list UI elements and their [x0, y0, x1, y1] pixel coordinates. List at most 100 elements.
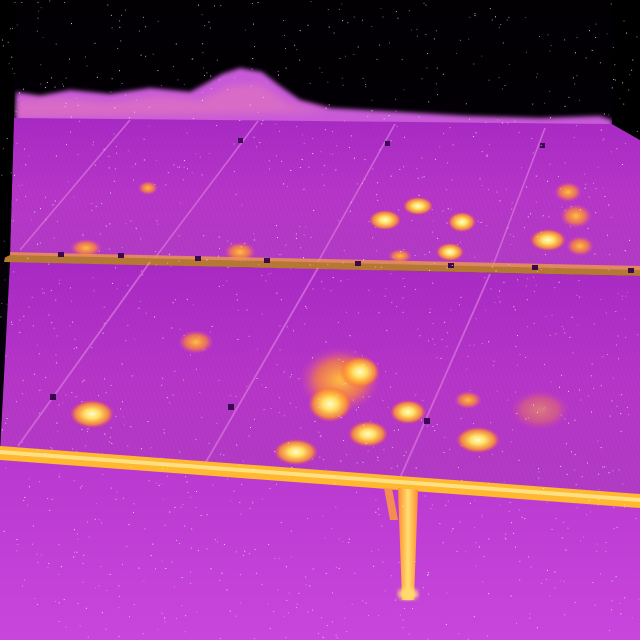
noise-speck: [364, 178, 366, 180]
noise-speck: [252, 502, 254, 504]
noise-speck: [345, 55, 346, 57]
noise-speck: [220, 453, 221, 455]
noise-speck: [602, 187, 604, 189]
noise-speck: [204, 75, 205, 76]
noise-speck: [172, 394, 174, 396]
noise-speck: [608, 114, 610, 116]
noise-speck: [167, 172, 169, 174]
noise-speck: [338, 220, 340, 222]
noise-speck: [161, 560, 163, 562]
noise-speck: [444, 436, 446, 438]
noise-speck: [591, 49, 593, 51]
noise-speck: [127, 445, 129, 447]
noise-speck: [202, 52, 204, 54]
noise-speck: [588, 500, 590, 502]
noise-speck: [381, 525, 383, 527]
noise-speck: [144, 528, 146, 530]
noise-speck: [179, 451, 181, 453]
noise-speck: [108, 441, 110, 443]
noise-speck: [108, 167, 110, 169]
noise-speck: [444, 490, 446, 492]
noise-speck: [195, 439, 197, 441]
noise-speck: [564, 418, 566, 420]
noise-speck: [380, 7, 382, 9]
image-border-left: [0, 0, 16, 260]
noise-speck: [545, 316, 547, 317]
noise-speck: [52, 204, 54, 206]
noise-speck: [229, 610, 231, 612]
noise-speck: [47, 498, 49, 499]
noise-speck: [5, 355, 7, 357]
noise-speck: [250, 85, 252, 87]
noise-speck: [28, 306, 30, 308]
noise-speck: [345, 311, 347, 313]
noise-speck: [39, 412, 41, 414]
noise-speck: [580, 492, 582, 494]
noise-speck: [442, 542, 444, 544]
noise-speck: [354, 157, 355, 159]
noise-speck: [384, 590, 386, 592]
noise-speck: [318, 398, 320, 400]
noise-speck: [548, 494, 550, 495]
noise-speck: [390, 575, 392, 577]
noise-speck: [105, 225, 107, 227]
noise-speck: [564, 105, 566, 107]
noise-speck: [283, 20, 285, 21]
noise-speck: [226, 589, 228, 591]
noise-speck: [291, 556, 292, 558]
noise-speck: [429, 269, 430, 271]
noise-speck: [623, 20, 625, 22]
noise-speck: [306, 307, 308, 309]
noise-speck: [436, 486, 438, 488]
noise-speck: [481, 185, 483, 187]
noise-speck: [417, 328, 419, 330]
noise-speck: [620, 394, 622, 396]
noise-speck: [33, 373, 35, 375]
noise-speck: [421, 78, 423, 80]
noise-speck: [599, 62, 601, 64]
noise-speck: [157, 70, 159, 72]
noise-speck: [249, 507, 251, 509]
noise-speck: [1, 39, 3, 41]
noise-speck: [179, 202, 181, 204]
noise-speck: [464, 219, 465, 221]
noise-speck: [24, 579, 25, 581]
noise-speck: [55, 43, 57, 45]
noise-speck: [349, 335, 351, 337]
noise-speck: [515, 391, 517, 393]
noise-speck: [393, 430, 395, 431]
noise-speck: [275, 155, 277, 157]
noise-speck: [109, 573, 111, 575]
noise-speck: [216, 59, 218, 61]
noise-speck: [252, 501, 254, 503]
noise-speck: [615, 576, 617, 578]
noise-speck: [583, 536, 585, 538]
noise-speck: [370, 420, 372, 422]
noise-speck: [415, 288, 417, 290]
noise-speck: [596, 543, 598, 545]
noise-speck: [527, 556, 529, 558]
noise-speck: [21, 585, 23, 587]
noise-speck: [16, 550, 18, 552]
noise-speck: [253, 638, 255, 640]
noise-speck: [574, 601, 576, 603]
noise-speck: [600, 573, 602, 575]
noise-speck: [216, 125, 218, 126]
noise-speck: [505, 533, 507, 535]
noise-speck: [363, 424, 365, 426]
noise-speck: [488, 593, 490, 595]
noise-speck: [164, 621, 166, 623]
noise-speck: [563, 328, 565, 330]
noise-speck: [436, 237, 438, 239]
noise-speck: [406, 517, 408, 519]
noise-speck: [516, 622, 517, 624]
noise-speck: [73, 556, 75, 558]
noise-speck: [402, 311, 404, 313]
noise-speck: [357, 46, 359, 48]
noise-speck: [490, 422, 492, 424]
noise-speck: [133, 503, 135, 505]
noise-speck: [499, 290, 501, 292]
noise-speck: [589, 30, 590, 32]
noise-speck: [319, 67, 321, 69]
noise-speck: [180, 506, 182, 508]
